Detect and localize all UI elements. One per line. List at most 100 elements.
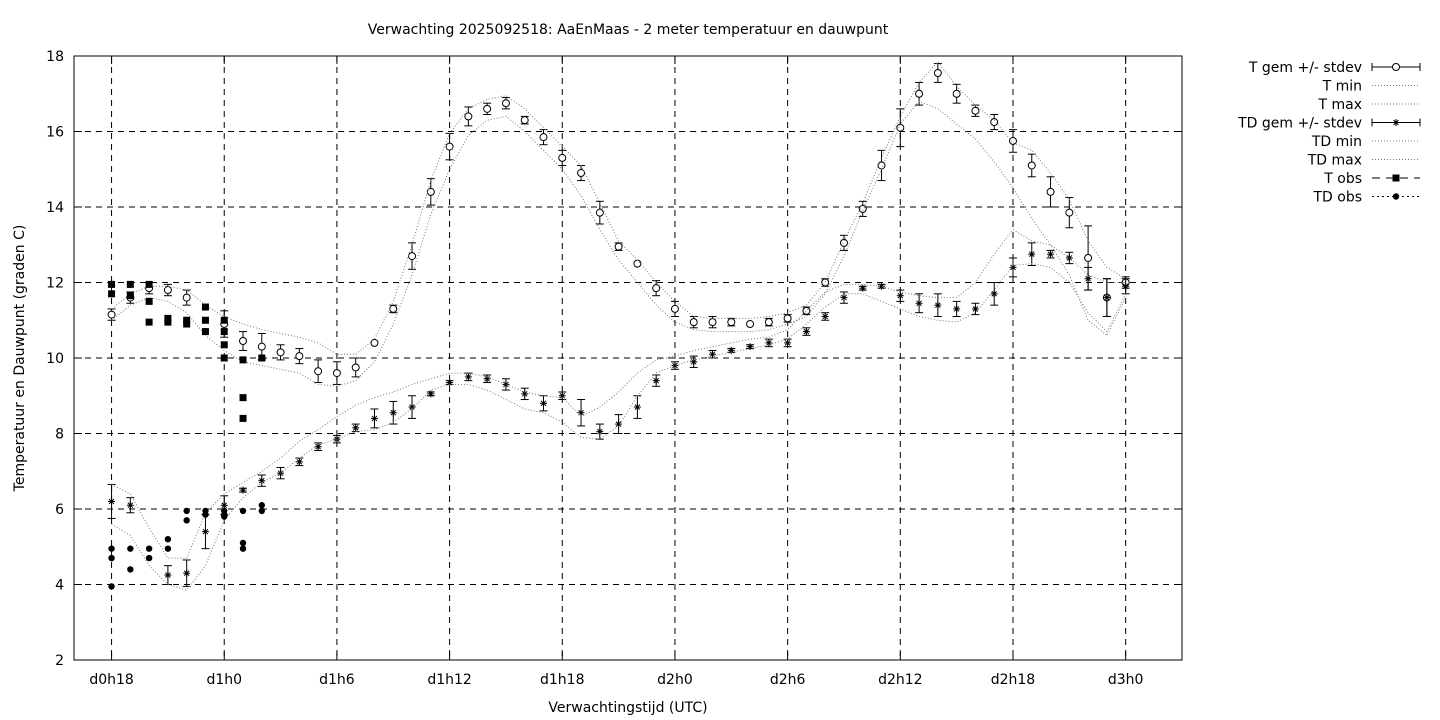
y-tick-label: 4	[55, 578, 64, 594]
point-td-obs	[164, 545, 172, 552]
point-t-gem-stdev	[520, 116, 529, 125]
point-td-obs	[127, 566, 134, 573]
point-t-gem-stdev	[1065, 208, 1074, 217]
legend-marker	[1392, 174, 1400, 182]
point-td-gem-stdev	[1122, 282, 1130, 290]
point-td-gem-stdev	[971, 305, 979, 313]
x-tick-label: d1h12	[427, 672, 471, 688]
point-td-gem-stdev	[464, 373, 472, 381]
point-t-gem-stdev	[839, 238, 848, 247]
y-tick-label: 8	[55, 427, 64, 443]
point-td-gem-stdev	[408, 403, 416, 411]
series-t-min	[111, 100, 1127, 387]
y-axis-label: Temperatuur en Dauwpunt (graden C)	[12, 225, 28, 493]
point-t-obs	[108, 290, 116, 298]
point-td-gem-stdev	[915, 299, 923, 307]
point-t-obs	[220, 328, 228, 336]
point-td-gem-stdev	[859, 284, 867, 292]
point-t-obs	[239, 414, 247, 422]
point-t-gem-stdev	[915, 89, 924, 98]
legend-marker	[1392, 193, 1400, 200]
point-td-gem-stdev	[427, 390, 435, 398]
point-t-gem-stdev	[539, 133, 548, 142]
point-t-gem-stdev	[163, 286, 172, 295]
series-t-obs	[108, 280, 266, 422]
point-t-gem-stdev	[670, 304, 679, 313]
point-td-gem-stdev	[352, 424, 360, 432]
y-tick-label: 16	[46, 125, 64, 141]
point-td-obs	[239, 539, 247, 547]
point-t-gem-stdev	[1027, 161, 1036, 170]
point-td-gem-stdev	[934, 301, 942, 309]
legend-label: TD min	[1311, 134, 1362, 150]
x-tick-label: d2h0	[657, 672, 693, 688]
point-t-gem-stdev	[652, 284, 661, 293]
point-td-gem-stdev	[483, 375, 491, 383]
point-td-obs	[108, 583, 115, 590]
point-td-obs	[221, 513, 228, 520]
point-t-obs	[201, 316, 209, 324]
legend-entry-td-max: TD max	[1307, 153, 1420, 169]
y-tick-label: 6	[55, 502, 64, 518]
point-t-gem-stdev	[577, 169, 586, 178]
point-td-obs	[258, 502, 265, 509]
series-td-max	[111, 228, 1126, 559]
point-t-gem-stdev	[614, 242, 623, 251]
point-td-gem-stdev	[690, 358, 698, 366]
legend-marker	[1392, 63, 1400, 71]
point-td-gem-stdev	[840, 294, 848, 302]
y-tick-label: 14	[46, 200, 64, 216]
point-td-gem-stdev	[239, 486, 247, 494]
point-td-gem-stdev	[558, 392, 566, 400]
legend-entry-t-min: T min	[1322, 79, 1420, 95]
point-td-gem-stdev	[201, 528, 209, 536]
point-t-obs	[164, 314, 172, 322]
point-t-obs	[145, 297, 153, 305]
x-tick-label: d1h0	[206, 672, 242, 688]
point-t-gem-stdev	[107, 310, 116, 319]
point-t-obs	[220, 354, 228, 362]
point-td-obs	[145, 554, 153, 562]
point-t-gem-stdev	[689, 318, 698, 327]
x-tick-label: d2h6	[770, 672, 806, 688]
point-td-gem-stdev	[1084, 275, 1092, 283]
legend-label: TD obs	[1312, 190, 1362, 206]
point-t-gem-stdev	[783, 314, 792, 323]
point-t-gem-stdev	[746, 320, 755, 329]
point-td-gem-stdev	[314, 443, 322, 451]
legend-label: TD max	[1307, 153, 1362, 169]
point-td-gem-stdev	[990, 290, 998, 298]
point-td-gem-stdev	[539, 399, 547, 407]
point-t-gem-stdev	[501, 99, 510, 108]
point-t-gem-stdev	[802, 306, 811, 315]
line-td-max	[111, 228, 1126, 559]
point-td-gem-stdev	[164, 571, 172, 579]
point-t-obs	[145, 318, 153, 326]
point-td-obs	[258, 507, 265, 515]
legend: T gem +/- stdev T min T max TD gem +/- stde…	[1237, 60, 1421, 206]
point-td-obs	[183, 517, 190, 524]
point-td-gem-stdev	[652, 377, 660, 385]
point-t-obs	[220, 341, 228, 349]
point-t-gem-stdev	[351, 363, 360, 372]
line-t-max	[111, 60, 1126, 355]
legend-label: T obs	[1323, 171, 1362, 187]
chart-title: Verwachting 2025092518: AaEnMaas - 2 met…	[368, 22, 889, 38]
point-t-gem-stdev	[276, 348, 285, 357]
point-t-obs	[126, 280, 134, 288]
point-t-gem-stdev	[558, 153, 567, 162]
legend-entry-t-obs: T obs	[1323, 171, 1420, 187]
series-td-gem-stdev	[107, 242, 1130, 587]
x-tick-label: d2h18	[991, 672, 1035, 688]
point-t-gem-stdev	[464, 112, 473, 121]
point-t-obs	[145, 280, 153, 288]
legend-label: TD gem +/- stdev	[1237, 116, 1362, 132]
point-t-gem-stdev	[483, 104, 492, 113]
legend-entry-td-gem-stdev: TD gem +/- stdev	[1237, 116, 1421, 132]
x-tick-label: d1h6	[319, 672, 355, 688]
point-t-gem-stdev	[295, 352, 304, 361]
legend-entry-t-max: T max	[1317, 97, 1420, 113]
axis-ticks: 2 4 6 8 10 12 14 16 18 d0h18 d1h0 d1h6 d1h12 d1h18 d2h…	[46, 49, 1182, 688]
point-t-gem-stdev	[332, 369, 341, 378]
